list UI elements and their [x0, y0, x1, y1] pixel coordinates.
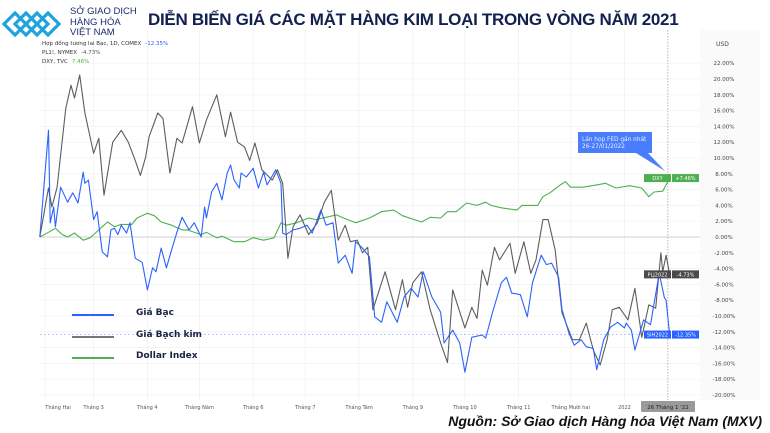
- y-tick-label: 18.00%: [714, 93, 735, 99]
- y-axis: USD 22.00% 20.00% 18.00% 16.00% 14.00% 12.00% 1…: [700, 30, 760, 400]
- symbol-info-dxy: DXY, TVC 7.46%: [42, 59, 89, 65]
- source-note: Nguồn: Sở Giao dịch Hàng hóa Việt Nam (M…: [448, 413, 762, 429]
- x-tick-label: 2022: [618, 405, 631, 411]
- last-value-tags: DXY +7.46% PLJ2022 -4.73% SIH2022 -12.35%: [644, 174, 699, 339]
- y-tick-label: 12.00%: [714, 140, 735, 146]
- y-unit-label: USD: [716, 41, 729, 48]
- legend-swatch: [72, 314, 114, 316]
- symbol-label: DXY, TVC: [42, 59, 68, 65]
- annotation-text: Lần họp FED gần nhất: [582, 135, 647, 143]
- brand-line: VIỆT NAM: [70, 27, 115, 38]
- annotation-text: 26-27/01/2022: [582, 144, 625, 150]
- x-tick-label: Tháng 3: [82, 404, 103, 411]
- ticker-tag-bg: [644, 174, 671, 183]
- legend-label: Giá Bạc: [136, 308, 174, 318]
- symbol-change: 7.46%: [71, 59, 90, 65]
- ticker-tag-bg: [644, 330, 671, 339]
- x-tick-label: Tháng Năm: [184, 404, 214, 411]
- grid: [40, 30, 700, 400]
- x-tick-label: Tháng Mười hai: [551, 404, 590, 411]
- brand-line: SỞ GIAO DỊCH: [70, 6, 137, 17]
- y-tick-label: 2.00%: [715, 219, 732, 225]
- y-tick-label: -10.00%: [713, 314, 736, 320]
- x-tick-label: Tháng 7: [294, 404, 315, 411]
- last-value-tag-plj2022: PLJ2022 -4.73%: [644, 270, 699, 279]
- y-tick-label: -2.00%: [714, 251, 733, 257]
- legend-swatch: [72, 336, 114, 338]
- symbol-change: -4.73%: [81, 50, 101, 56]
- annotation-bubble: [578, 132, 665, 171]
- legend-swatch: [72, 357, 114, 359]
- series-line-dxy: [39, 177, 671, 243]
- x-tick-label: Tháng Hai: [44, 404, 70, 411]
- legend-item-dxy: Dollar Index: [72, 351, 272, 365]
- y-tick-label: 4.00%: [715, 203, 732, 209]
- last-value-tag-dxy: DXY +7.46%: [644, 174, 699, 183]
- x-tick-label: Tháng 11: [506, 404, 531, 411]
- ticker-tag-bg: [644, 270, 671, 279]
- y-tick-label: -4.00%: [714, 267, 733, 273]
- y-tick-label: -16.00%: [713, 361, 736, 367]
- last-value-tag-sih2022: SIH2022 -12.35%: [644, 330, 699, 339]
- legend-item-silver: Giá Bạc: [72, 308, 272, 322]
- crosshair-label: 26 Tháng 1 '22: [647, 404, 688, 411]
- value-tag: +7.46%: [675, 176, 695, 182]
- series-line-plj2022: [39, 74, 671, 366]
- brand-name: SỞ GIAO DỊCH HÀNG HÓA VIỆT NAM: [70, 6, 137, 39]
- crosshair-label-bg: [641, 401, 695, 412]
- symbol-label: Hợp đồng tương lai Bạc, 1D, COMEX: [42, 41, 142, 47]
- x-tick-label: Tháng 6: [242, 404, 263, 411]
- x-tick-label: Tháng Tám: [344, 404, 373, 411]
- y-tick-label: -14.00%: [713, 346, 736, 352]
- x-axis: Tháng Hai Tháng 3 Tháng 4 Tháng Năm Tháng 6 T…: [44, 401, 695, 412]
- value-tag-bg: [672, 330, 699, 339]
- zero-line: [40, 30, 700, 400]
- y-tick-label: 22.00%: [714, 61, 735, 67]
- y-tick-label: -8.00%: [714, 298, 733, 304]
- symbol-change: -12.35%: [145, 41, 169, 47]
- y-tick-label: 20.00%: [714, 77, 735, 83]
- y-tick-label: 0.00%: [715, 235, 732, 241]
- logo-icon: [1, 10, 62, 38]
- y-tick-label: -12.00%: [713, 330, 736, 336]
- x-tick-label: Tháng 4: [136, 404, 157, 411]
- y-tick-label: -18.00%: [713, 377, 736, 383]
- page-title: DIỄN BIẾN GIÁ CÁC MẶT HÀNG KIM LOẠI TRON…: [148, 10, 679, 29]
- ticker-tag: SIH2022: [647, 333, 668, 339]
- value-tag-bg: [672, 270, 699, 279]
- legend-label: Dollar Index: [136, 351, 198, 361]
- ticker-tag: PLJ2022: [648, 272, 668, 278]
- x-tick-label: Tháng 10: [452, 404, 477, 411]
- y-tick-label: 16.00%: [714, 109, 735, 115]
- symbol-info-platinum: PL1!, NYMEX -4.73%: [42, 50, 101, 56]
- brand-line: HÀNG HÓA: [70, 16, 121, 28]
- ticker-tag: DXY: [652, 176, 663, 182]
- legend-label: Giá Bạch kim: [136, 330, 202, 340]
- y-tick-label: -6.00%: [714, 282, 733, 288]
- y-tick-label: -20.00%: [713, 393, 736, 399]
- y-tick-label: 14.00%: [714, 124, 735, 130]
- symbol-info-silver: Hợp đồng tương lai Bạc, 1D, COMEX -12.35%: [42, 41, 168, 47]
- series-line-sih2022: [39, 129, 671, 373]
- y-axis-panel: [700, 30, 760, 400]
- value-tag: -12.35%: [675, 333, 696, 339]
- x-tick-label: Tháng 9: [402, 404, 423, 411]
- value-tag-bg: [672, 174, 699, 183]
- series-lines: [39, 74, 671, 373]
- symbol-label: PL1!, NYMEX: [42, 50, 78, 56]
- y-tick-label: 6.00%: [715, 188, 732, 194]
- y-tick-label: 8.00%: [715, 172, 732, 178]
- legend-item-platinum: Giá Bạch kim: [72, 330, 272, 344]
- y-tick-label: 10.00%: [714, 156, 735, 162]
- value-tag: -4.73%: [677, 272, 695, 278]
